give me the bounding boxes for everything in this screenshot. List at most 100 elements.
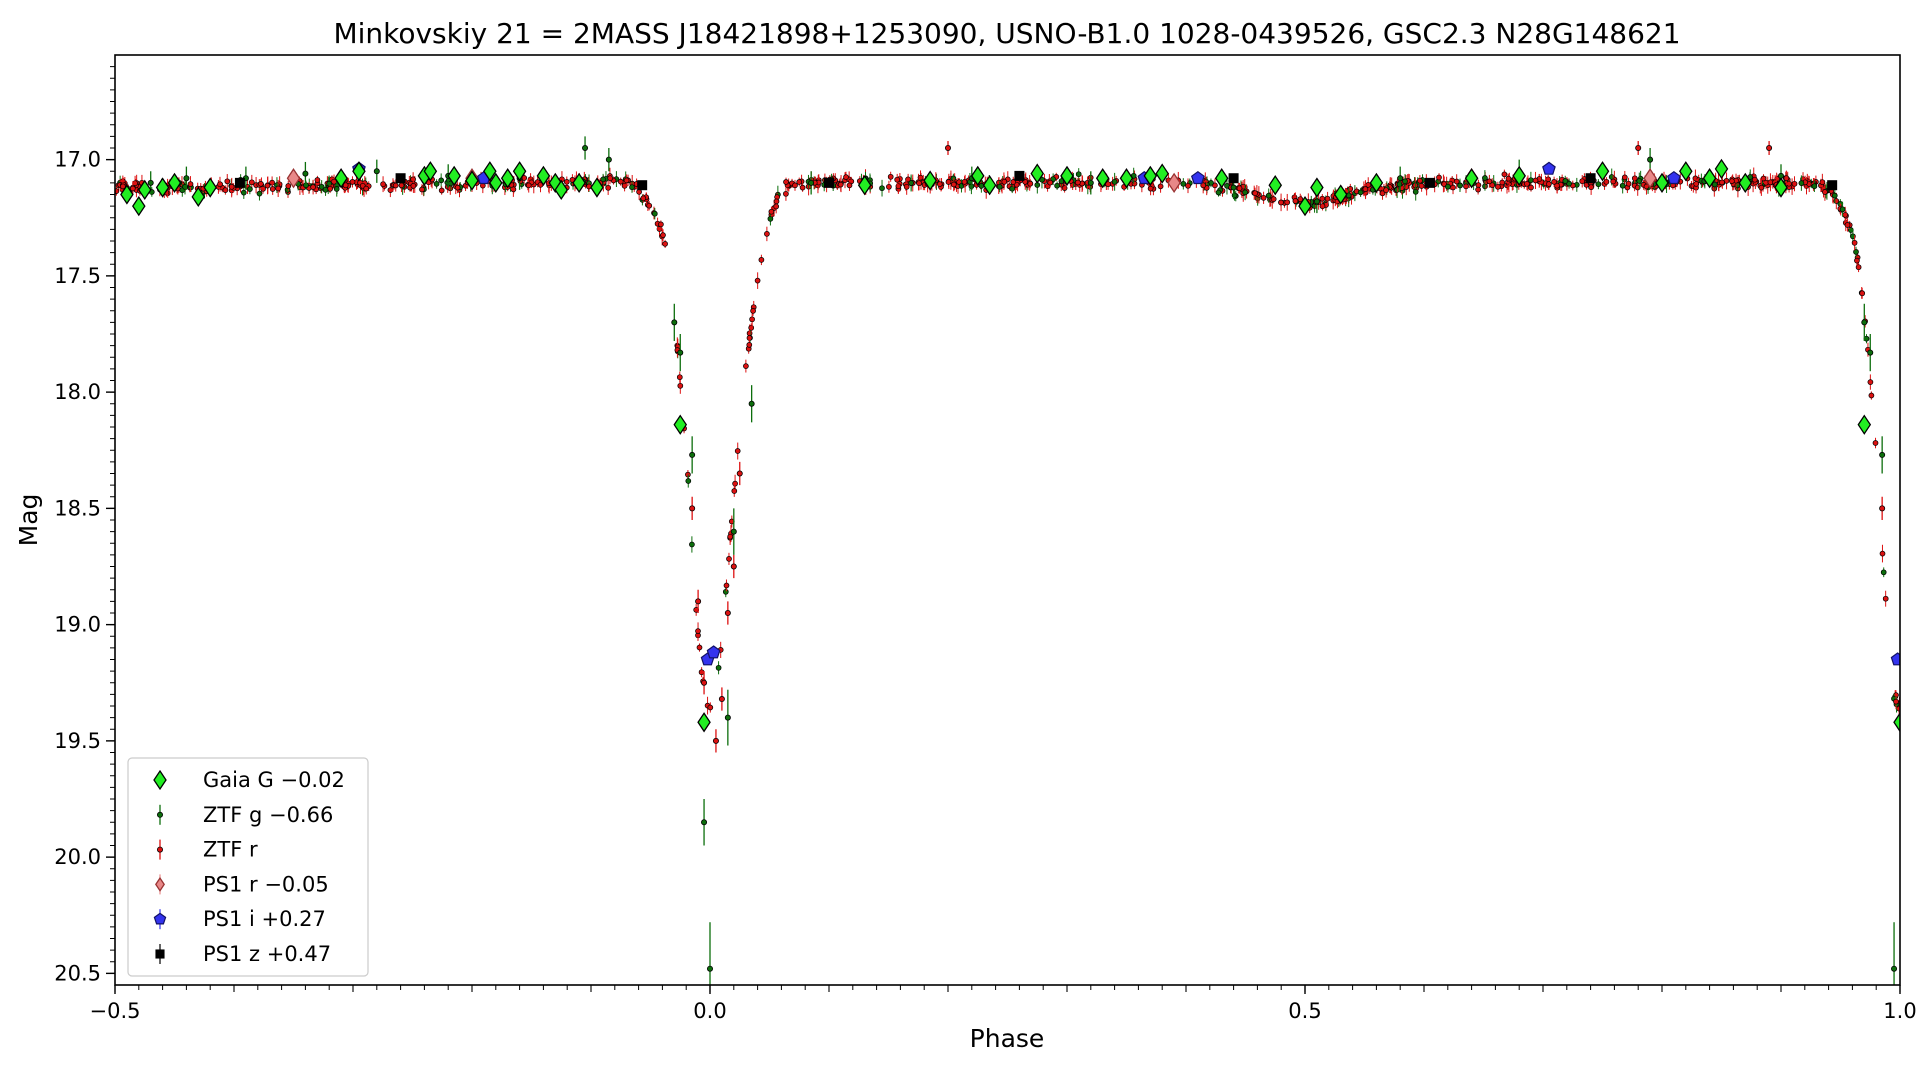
- ztf-r-point: [936, 181, 943, 187]
- gaia-g-point: [1595, 161, 1610, 182]
- legend-label: PS1 i +0.27: [203, 907, 326, 931]
- ztf-g-point: [715, 664, 722, 671]
- ztf-g-point: [671, 319, 678, 326]
- ztf-r-point: [695, 598, 702, 605]
- ztf-r-point: [1635, 144, 1642, 151]
- gaia-g-point: [536, 165, 551, 187]
- plot-area: [115, 136, 1900, 985]
- ztf-g-point: [302, 170, 309, 177]
- x-tick-label: −0.5: [90, 999, 141, 1023]
- ztf-r-point: [1047, 179, 1054, 186]
- ztf-r-point: [1760, 175, 1767, 182]
- y-axis-label: Mag: [14, 494, 43, 547]
- ztf-g-point: [808, 179, 815, 186]
- ztf-g-point: [1853, 249, 1859, 255]
- ztf-r-point: [1588, 184, 1594, 191]
- y-tick-label: 19.5: [54, 729, 101, 753]
- ztf-r-point: [1362, 186, 1369, 192]
- ztf-r-point: [1854, 257, 1860, 264]
- ps1-z-point: [1014, 170, 1025, 181]
- legend-label: ZTF g −0.66: [203, 803, 333, 827]
- legend-box: [127, 757, 369, 977]
- gaia-g-point: [120, 184, 134, 205]
- ps1-z-point: [637, 180, 648, 191]
- ztf-g-point: [1230, 184, 1237, 191]
- ztf-g-point: [1009, 185, 1016, 192]
- ztf-r-point: [1501, 171, 1508, 178]
- ztf-r-point: [1319, 195, 1326, 202]
- ztf-r-point: [1270, 196, 1277, 202]
- ztf-r-point: [327, 185, 333, 192]
- ztf-r-point: [1236, 185, 1243, 192]
- ztf-g-point: [1711, 181, 1718, 188]
- ztf-r-point: [646, 202, 653, 209]
- ztf-g-point: [318, 183, 325, 190]
- gaia-g-point: [500, 168, 515, 189]
- ztf-r-point: [950, 181, 957, 188]
- ztf-r-point: [129, 185, 136, 192]
- ztf-r-point: [903, 183, 910, 190]
- ztf-r-point: [846, 182, 853, 189]
- ztf-g-point: [1595, 181, 1602, 188]
- ztf-r-point: [695, 628, 701, 634]
- ztf-g-point: [1231, 192, 1238, 199]
- gaia-g-point: [1464, 168, 1479, 189]
- ztf-r-point: [1319, 203, 1326, 210]
- ztf-r-point: [843, 174, 849, 180]
- ps1-i-point: [706, 645, 721, 659]
- ztf-r-point: [750, 308, 756, 314]
- ztf-g-point: [1482, 175, 1488, 181]
- legend-label: PS1 r −0.05: [203, 872, 329, 896]
- ztf-r-point: [886, 183, 892, 190]
- axes: −0.5 0.0 0.5 1.0 17.0 17.5 18.0 18.5 19.0 19.5 20.…: [54, 66, 1917, 1023]
- ztf-r-point: [1324, 195, 1331, 202]
- legend-label: ZTF r: [203, 838, 258, 862]
- ztf-g-point: [1619, 182, 1626, 189]
- ztf-r-point: [724, 610, 731, 617]
- gaia-g-point: [697, 712, 711, 733]
- gaia-g-point: [1738, 172, 1753, 194]
- gaia-g-point: [465, 170, 479, 191]
- ztf-r-point: [617, 178, 624, 185]
- ztf-r-point: [1131, 180, 1138, 187]
- ztf-r-point: [1767, 179, 1774, 186]
- ps1-z-point: [1424, 177, 1435, 188]
- gaia-g-point: [132, 195, 146, 217]
- ztf-r-point: [1822, 189, 1828, 195]
- gaia-g-point: [1119, 168, 1134, 189]
- ztf-r-point: [1879, 550, 1886, 557]
- ztf-r-point: [438, 187, 445, 194]
- ztf-g-point: [677, 349, 684, 356]
- ztf-g-point: [1397, 175, 1404, 182]
- ztf-r-point: [1882, 595, 1889, 602]
- y-tick-label: 18.5: [54, 496, 101, 520]
- gaia-g-point: [352, 161, 366, 182]
- ztf-r-point: [120, 183, 126, 190]
- ztf-r-point: [187, 181, 194, 187]
- ztf-r-point: [1260, 194, 1267, 201]
- y-tick-label: 19.0: [54, 613, 101, 637]
- ztf-r-point: [342, 182, 349, 189]
- ztf-r-point: [727, 533, 734, 540]
- x-tick-label: 0.0: [693, 999, 726, 1023]
- gaia-g-point: [1214, 168, 1229, 189]
- ztf-r-point: [887, 173, 894, 180]
- ztf-g-point: [701, 819, 708, 826]
- ztf-r-point: [258, 181, 264, 187]
- ps1-i-point: [1542, 161, 1556, 175]
- ztf-g-point: [1313, 198, 1320, 205]
- ztf-r-point: [658, 221, 664, 228]
- ztf-r-point: [1185, 182, 1191, 189]
- ztf-g-point: [748, 400, 755, 407]
- ps1-r-point: [1643, 168, 1657, 189]
- gaia-g-point: [1702, 168, 1717, 189]
- ztf-r-point: [285, 183, 292, 189]
- ps1-z-point: [1228, 173, 1239, 184]
- ztf-r-point: [689, 505, 696, 512]
- ztf-r-point: [1278, 199, 1284, 206]
- ztf-g-point: [1402, 178, 1408, 185]
- ztf-r-point: [1284, 199, 1291, 206]
- ps1-i-point: [1890, 652, 1900, 666]
- ztf-r-point: [754, 277, 761, 284]
